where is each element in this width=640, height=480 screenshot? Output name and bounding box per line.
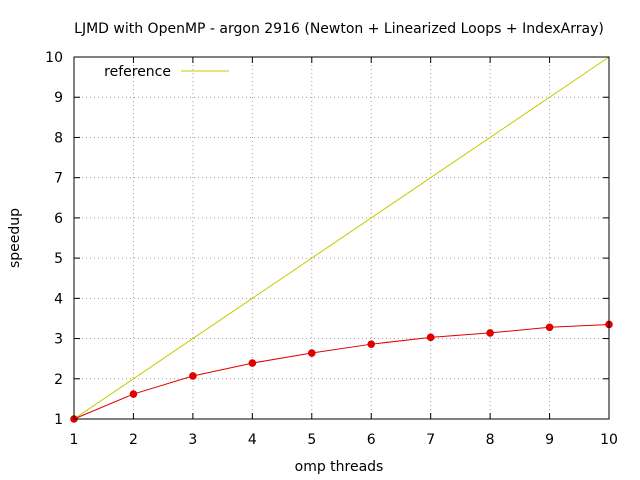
data-point-1: [486, 329, 494, 337]
data-point-1: [129, 390, 138, 398]
data-point-1: [248, 359, 257, 367]
data-point-1: [189, 372, 197, 380]
y-tick-label: 7: [54, 171, 63, 187]
data-point-1: [307, 349, 316, 357]
y-tick-label: 9: [54, 90, 63, 106]
series-layer: [70, 56, 613, 423]
y-tick-label: 8: [54, 130, 63, 146]
x-axis-label: omp threads: [295, 459, 384, 475]
data-point-1: [367, 340, 376, 348]
legend: reference: [104, 64, 229, 80]
x-tick-label: 4: [248, 432, 257, 448]
series-line-0: [73, 56, 610, 420]
data-point-1: [545, 323, 554, 332]
y-tick-label: 2: [54, 372, 63, 388]
grid-lines: [74, 57, 609, 419]
x-tick-label: 8: [486, 432, 495, 448]
axis-ticks: 1 2 3 4 5 6 7 8 9 10 1 2 3 4 5 6 7 8 9 10: [45, 50, 618, 448]
data-point-1: [426, 333, 435, 342]
x-tick-label: 10: [600, 432, 618, 448]
y-axis-label: speedup: [7, 208, 23, 268]
y-tick-label: 1: [54, 412, 63, 428]
y-tick-label: 10: [45, 50, 63, 66]
y-tick-label: 4: [54, 291, 63, 307]
y-tick-label: 5: [54, 251, 63, 267]
x-tick-label: 7: [426, 432, 435, 448]
x-tick-label: 5: [307, 432, 316, 448]
x-tick-label: 1: [70, 432, 79, 448]
legend-label: reference: [104, 64, 171, 80]
x-tick-label: 3: [188, 432, 197, 448]
y-tick-label: 3: [54, 332, 63, 348]
plot-frame: [73, 56, 610, 420]
series-line-1: [73, 323, 610, 420]
x-tick-label: 6: [367, 432, 376, 448]
y-tick-label: 6: [54, 211, 63, 227]
x-tick-label: 9: [545, 432, 554, 448]
chart-title: LJMD with OpenMP - argon 2916 (Newton + …: [74, 21, 604, 37]
x-tick-label: 2: [129, 432, 138, 448]
